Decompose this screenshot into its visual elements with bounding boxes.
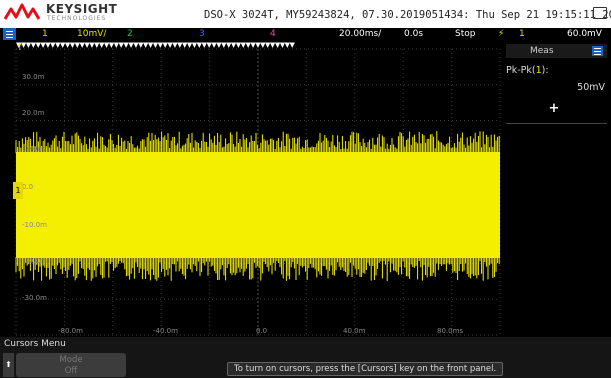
waveform-display[interactable]: ▼▼▼▼▼▼▼▼▼▼▼▼▼▼▼▼▼▼▼▼▼▼▼▼▼▼▼▼▼▼▼▼▼▼▼▼▼▼▼▼… [0, 41, 502, 337]
x-label: 40.0m [343, 327, 366, 335]
keysight-logo-icon [4, 3, 41, 20]
brand-name: KEYSIGHT [46, 2, 118, 16]
delay-value[interactable]: 0.0s [404, 29, 424, 39]
cursors-hint: To turn on cursors, press the [Cursors] … [227, 362, 504, 376]
back-button[interactable]: ⬆ [3, 353, 14, 377]
y-label: -30.0m [22, 294, 47, 302]
ch1-scale[interactable]: 10mV/ [77, 29, 107, 39]
y-label: 0.0 [22, 183, 34, 191]
y-label: -10.0m [22, 221, 47, 229]
measurement-title: Meas [530, 46, 554, 56]
trigger-position-icon: ↑ [16, 43, 24, 53]
status-bar: 1 10mV/ 2 3 4 20.00ms/ 0.0s Stop ⚡ 1 60.… [0, 28, 611, 41]
divider [506, 123, 607, 124]
signal-envelope [16, 152, 500, 258]
cursor-mode-softkey[interactable]: Mode Off [16, 353, 126, 377]
menu-icon[interactable] [3, 28, 16, 40]
x-label: -80.0m [58, 327, 83, 335]
trigger-channel[interactable]: 1 [519, 29, 525, 39]
trigger-level[interactable]: 60.0mV [567, 29, 602, 39]
pkpk-value: 50mV [577, 82, 605, 93]
lan-icon [593, 7, 607, 19]
measurement-panel: Meas Pk-Pk(1): 50mV + [502, 41, 611, 337]
run-state[interactable]: Stop [455, 29, 476, 39]
menu-title: Cursors Menu [4, 339, 66, 349]
ch3-number[interactable]: 3 [199, 29, 205, 39]
ch1-number[interactable]: 1 [42, 29, 48, 39]
y-label: 30.0m [22, 73, 45, 81]
ch2-number[interactable]: 2 [127, 29, 133, 39]
add-measurement-button[interactable]: + [548, 101, 560, 116]
cursor-mode-label: Mode [59, 355, 83, 365]
channel-1-trace [15, 131, 500, 281]
pkpk-label-text: Pk-Pk(1): [506, 65, 549, 76]
timebase-value[interactable]: 20.00ms/ [339, 29, 382, 39]
measurement-header[interactable]: Meas [506, 44, 607, 58]
pkpk-label: Pk-Pk(1): [506, 65, 549, 76]
trigger-edge-icon: ⚡ [498, 29, 505, 39]
graticule [15, 48, 501, 336]
y-label: 20.0m [22, 109, 45, 117]
x-label: -40.0m [153, 327, 178, 335]
brand-subtitle: TECHNOLOGIES [47, 15, 107, 22]
cursor-mode-value: Off [64, 366, 78, 376]
softkey-bar: Cursors Menu ⬆ Mode Off To turn on curso… [0, 337, 611, 378]
trigger-markers: ▼▼▼▼▼▼▼▼▼▼▼▼▼▼▼▼▼▼▼▼▼▼▼▼▼▼▼▼▼▼▼▼▼▼▼▼▼▼▼▼… [16, 41, 295, 49]
measurement-menu-icon[interactable] [592, 46, 603, 56]
y-label: 10.0m [22, 145, 45, 153]
ch4-number[interactable]: 4 [270, 29, 276, 39]
header-bar: KEYSIGHT TECHNOLOGIES DSO-X 3024T, MY592… [0, 0, 611, 28]
x-label: 0.0 [256, 327, 268, 335]
x-label: 80.0ms [437, 327, 464, 335]
instrument-title: DSO-X 3024T, MY59243824, 07.30.201905143… [204, 9, 611, 21]
y-label: -20.0m [22, 257, 47, 265]
channel-1-ground-marker[interactable]: 1 [13, 182, 23, 199]
